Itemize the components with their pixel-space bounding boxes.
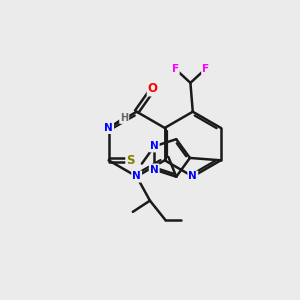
Text: F: F: [202, 64, 209, 74]
Text: N: N: [150, 141, 159, 152]
Text: F: F: [172, 64, 179, 74]
Text: H: H: [120, 113, 128, 123]
Text: O: O: [148, 82, 158, 95]
Text: N: N: [150, 164, 159, 175]
Text: S: S: [127, 154, 135, 167]
Text: N: N: [188, 172, 197, 182]
Text: N: N: [104, 123, 113, 133]
Text: N: N: [132, 172, 141, 182]
